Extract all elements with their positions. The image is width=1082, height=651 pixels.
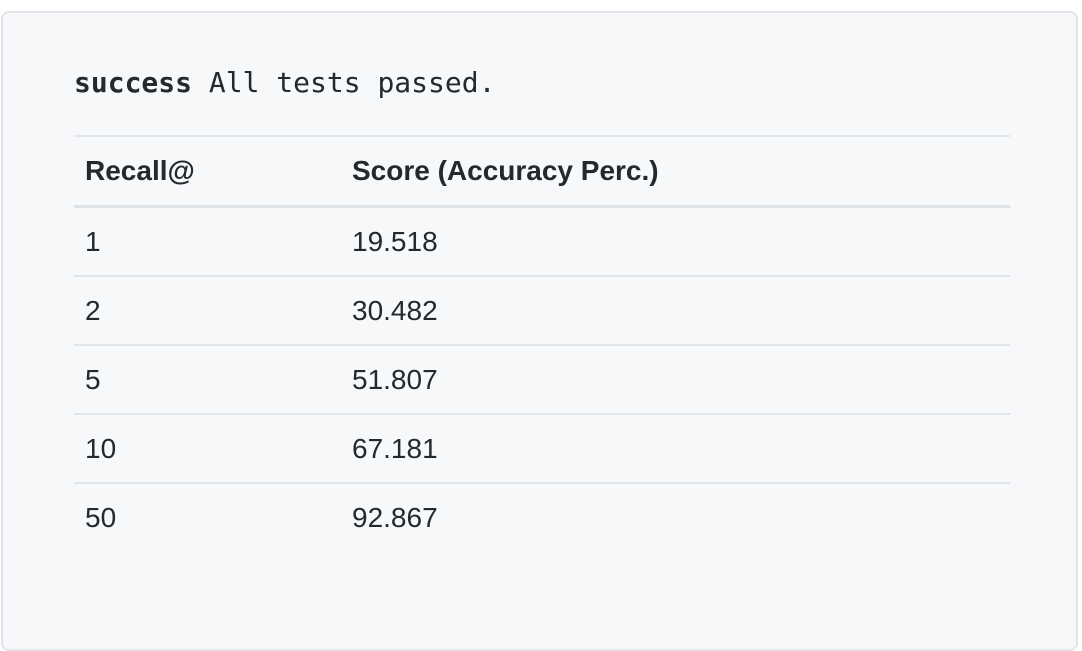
table-row: 50 92.867 <box>74 483 1010 551</box>
table-header-row: Recall@ Score (Accuracy Perc.) <box>74 135 1010 208</box>
table-row: 1 19.518 <box>74 206 1010 277</box>
header-score: Score (Accuracy Perc.) <box>341 135 1010 208</box>
recall-cell: 2 <box>74 276 341 346</box>
results-table: Recall@ Score (Accuracy Perc.) 1 19.518 … <box>74 135 1010 551</box>
output-panel: success All tests passed. Recall@ Score … <box>1 11 1078 651</box>
table-row: 2 30.482 <box>74 276 1010 346</box>
recall-cell: 5 <box>74 345 341 415</box>
score-cell: 92.867 <box>352 501 438 533</box>
status-line: success All tests passed. <box>74 63 495 103</box>
status-message: All tests passed. <box>208 66 496 99</box>
recall-cell: 50 <box>85 501 117 533</box>
table-row: 5 51.807 <box>74 345 1010 415</box>
status-label: success <box>74 66 193 99</box>
score-cell: 19.518 <box>341 206 1010 277</box>
recall-cell: 10 <box>74 414 341 484</box>
score-cell: 30.482 <box>341 276 1010 346</box>
header-recall: Recall@ <box>74 135 341 208</box>
score-cell: 67.181 <box>341 414 1010 484</box>
recall-cell: 1 <box>74 206 341 277</box>
table-row: 10 67.181 <box>74 414 1010 484</box>
score-cell: 51.807 <box>341 345 1010 415</box>
